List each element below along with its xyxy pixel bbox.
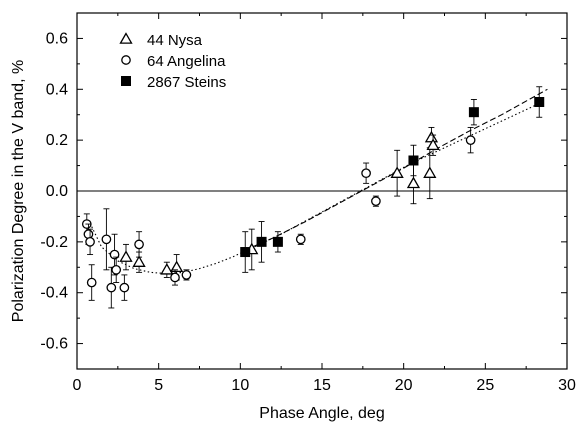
data-point <box>134 239 144 250</box>
data-point <box>406 176 421 189</box>
y-tick-label: 0.2 <box>46 132 68 149</box>
y-tick-label: -0.4 <box>40 285 68 302</box>
fit-curves <box>91 88 548 275</box>
data-point <box>119 282 130 293</box>
dashed-fit-curve <box>243 88 548 252</box>
data-point <box>361 168 371 179</box>
x-tick-label: 5 <box>154 377 163 394</box>
legend-marker <box>119 32 133 44</box>
x-tick-label: 25 <box>476 377 494 394</box>
y-tick-label: 0.4 <box>46 81 68 98</box>
y-tick-label: -0.6 <box>40 336 68 353</box>
data-point <box>256 236 267 247</box>
legend-label: 2867 Steins <box>147 74 226 91</box>
data-point <box>534 97 545 107</box>
data-point <box>132 255 146 267</box>
data-point <box>240 247 251 258</box>
data-point <box>423 166 437 178</box>
data-point <box>181 270 192 280</box>
data-point <box>465 135 476 145</box>
data-point <box>408 155 419 166</box>
data-point <box>424 130 439 143</box>
data-point <box>371 196 381 207</box>
x-tick-label: 30 <box>558 377 576 394</box>
x-tick-label: 10 <box>231 377 249 394</box>
legend-label: 64 Angelina <box>147 53 226 70</box>
data-point <box>85 237 95 247</box>
legend-marker <box>121 76 131 86</box>
x-axis-title: Phase Angle, deg <box>259 405 384 422</box>
data-points <box>81 86 545 309</box>
x-tick-label: 20 <box>395 377 413 394</box>
y-axis-title: Polarization Degree in the V band, % <box>10 60 27 322</box>
data-point <box>272 236 283 247</box>
data-point <box>101 234 112 245</box>
series-64-angelina <box>81 126 476 309</box>
y-tick-label: -0.2 <box>40 234 68 251</box>
data-point <box>119 250 133 262</box>
data-point <box>170 260 184 273</box>
data-point <box>426 138 440 151</box>
x-tick-label: 0 <box>73 377 82 394</box>
series-44-nysa <box>119 126 440 281</box>
ticks: 0 5 10 15 20 25 30 -0.6 -0.4 -0.2 0.0 0.2 0.4 0.6 <box>40 12 576 394</box>
data-point <box>160 263 174 275</box>
y-tick-label: 0.0 <box>46 183 68 200</box>
y-tick-label: 0.6 <box>46 30 68 47</box>
data-point <box>295 234 306 245</box>
data-point <box>390 166 404 178</box>
data-point <box>170 272 180 283</box>
x-tick-label: 15 <box>313 377 331 394</box>
legend-marker <box>121 55 131 65</box>
data-point <box>468 107 479 118</box>
legend: 44 Nysa 64 Angelina 2867 Steins <box>119 32 226 91</box>
series-2867-steins <box>240 86 545 273</box>
data-point <box>86 277 97 288</box>
legend-label: 44 Nysa <box>147 32 203 49</box>
data-point <box>106 282 117 293</box>
data-point <box>111 264 122 275</box>
data-point <box>83 229 94 240</box>
